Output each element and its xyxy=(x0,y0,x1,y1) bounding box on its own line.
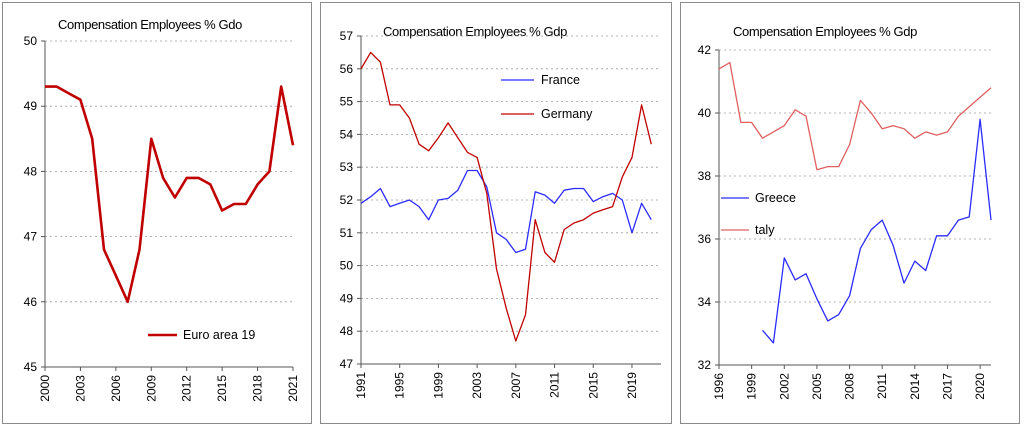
y-tick-label: 46 xyxy=(24,295,38,309)
series-line-greece xyxy=(762,118,992,344)
x-tick-label: 2007 xyxy=(509,372,523,399)
legend-label-germany: Germany xyxy=(541,107,593,121)
x-tick-label: 1996 xyxy=(712,373,726,400)
plot-area: 45 46 47 48 49 50 2000 2003 2006 2009 2012 2015 2018… xyxy=(24,34,300,402)
y-tick-label: 45 xyxy=(24,360,38,374)
legend: France Germany xyxy=(501,73,593,121)
y-tick-label: 48 xyxy=(24,164,38,178)
x-tick-label: 2009 xyxy=(144,375,158,402)
chart-title: Compensation Employees % Gdp xyxy=(733,24,917,39)
chart-greece-italy: Compensation Employees % Gdp 32 34 36 38 40 4… xyxy=(698,24,992,400)
y-tick-label: 52 xyxy=(340,193,354,207)
chart-title: Compensation Employees % Gdp xyxy=(383,24,567,39)
x-tick-label: 2019 xyxy=(625,372,639,399)
x-tick-label: 1999 xyxy=(745,373,759,400)
y-tick-label: 53 xyxy=(340,160,354,174)
chart-france-germany: Compensation Employees % Gdp 47 48 49 50 51 5… xyxy=(340,24,661,399)
y-tick-label: 42 xyxy=(698,43,712,57)
y-tick-label: 36 xyxy=(698,232,712,246)
y-tick-label: 55 xyxy=(340,95,354,109)
legend: Greece taly xyxy=(721,191,796,237)
x-tick-label: 1999 xyxy=(431,372,445,399)
chart-panel-euro-area: Compensation Employees % Gdo 45 46 47 48 49 5… xyxy=(2,2,312,424)
x-tick-label: 2017 xyxy=(940,373,954,400)
x-tick-label: 2002 xyxy=(777,373,791,400)
x-tick-label: 2011 xyxy=(548,372,562,398)
x-tick-label: 2014 xyxy=(908,373,922,400)
x-tick-label: 2003 xyxy=(470,372,484,399)
y-tick-label: 51 xyxy=(340,226,354,240)
y-tick-label: 32 xyxy=(698,358,712,372)
chart-euro-area: Compensation Employees % Gdo 45 46 47 48 49 5… xyxy=(24,17,300,402)
plot-area: 32 34 36 38 40 42 1996 1999 2002 2005 2008 2011 2014… xyxy=(698,43,992,400)
x-tick-label: 2000 xyxy=(38,375,52,402)
x-tick-label: 2015 xyxy=(215,375,229,402)
x-tick-label: 2011 xyxy=(875,373,889,399)
legend-label-greece: Greece xyxy=(755,191,796,205)
x-tick-label: 2021 xyxy=(286,375,300,402)
y-tick-label: 38 xyxy=(698,169,712,183)
y-tick-label: 48 xyxy=(340,324,354,338)
y-tick-label: 54 xyxy=(340,127,354,141)
y-tick-label: 40 xyxy=(698,106,712,120)
y-tick-label: 49 xyxy=(24,99,38,113)
plot-area: 47 48 49 50 51 52 53 54 55 56 57 1991 1995 1999 2003 20… xyxy=(340,29,661,399)
x-tick-label: 2012 xyxy=(180,375,194,402)
x-tick-label: 1995 xyxy=(393,372,407,399)
x-tick-label: 2005 xyxy=(810,373,824,400)
y-tick-label: 50 xyxy=(24,34,38,48)
y-tick-label: 49 xyxy=(340,291,354,305)
y-tick-label: 34 xyxy=(698,295,712,309)
series-line-france xyxy=(360,169,652,254)
x-tick-label: 2020 xyxy=(973,373,987,400)
x-tick-label: 2006 xyxy=(109,375,123,402)
series-line-germany xyxy=(360,51,652,342)
x-tick-label: 2018 xyxy=(251,375,265,402)
series-line-italy xyxy=(718,61,992,171)
y-tick-label: 47 xyxy=(24,230,38,244)
y-tick-label: 47 xyxy=(340,357,354,371)
legend-label-france: France xyxy=(541,73,580,87)
x-tick-label: 2008 xyxy=(843,373,857,400)
legend-label-euro-area: Euro area 19 xyxy=(183,328,255,342)
x-tick-label: 2015 xyxy=(586,372,600,399)
legend: Euro area 19 xyxy=(148,328,255,342)
chart-panel-greece-italy: Compensation Employees % Gdp 32 34 36 38 40 4… xyxy=(680,2,1020,424)
legend-label-italy: taly xyxy=(755,223,775,237)
x-tick-label: 2003 xyxy=(73,375,87,402)
y-tick-label: 56 xyxy=(340,62,354,76)
y-tick-label: 57 xyxy=(340,29,354,43)
chart-title: Compensation Employees % Gdo xyxy=(58,17,242,32)
series-line-euro-area-19 xyxy=(45,85,295,304)
chart-panel-france-germany: Compensation Employees % Gdp 47 48 49 50 51 5… xyxy=(320,2,672,424)
x-tick-label: 1991 xyxy=(354,372,368,399)
y-tick-label: 50 xyxy=(340,259,354,273)
